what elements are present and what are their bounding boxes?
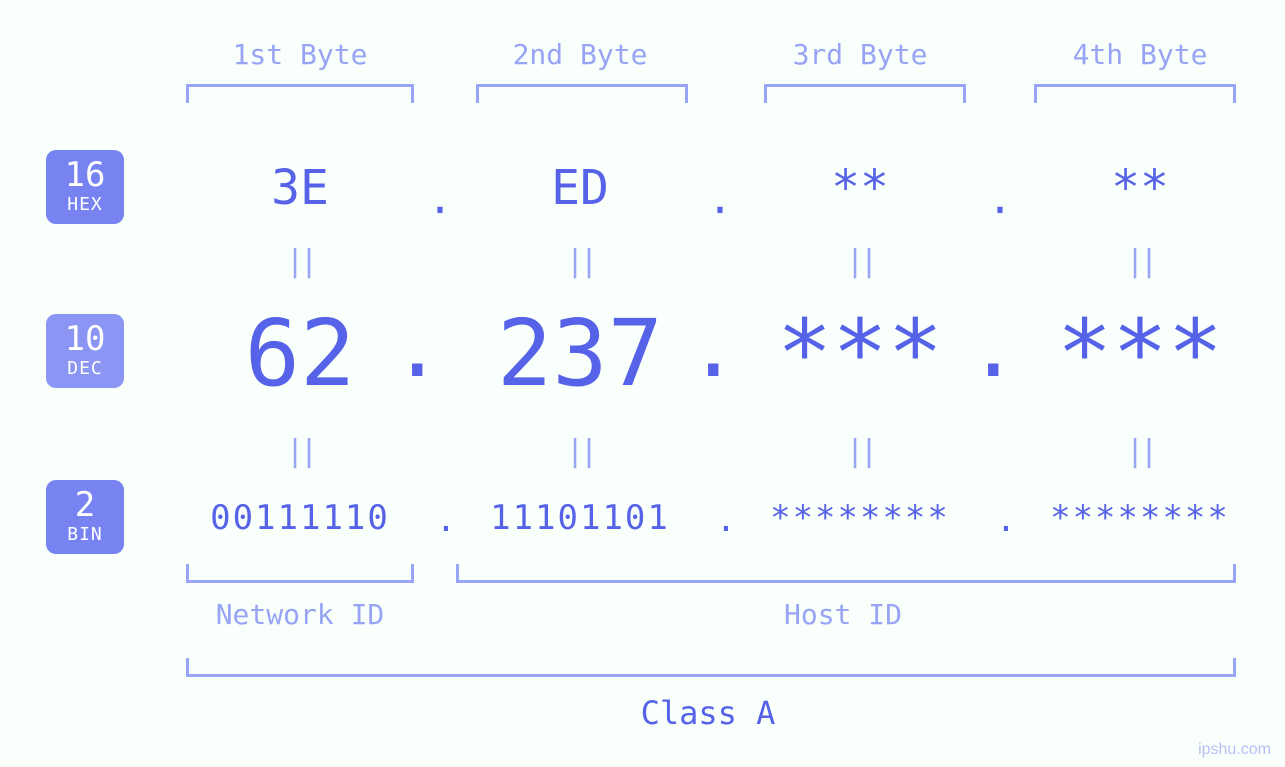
badge-hex-label: HEX [46,192,124,215]
badge-bin: 2 BIN [46,480,124,554]
badge-dec: 10 DEC [46,314,124,388]
badge-dec-label: DEC [46,356,124,379]
bin-byte-4: ******** [1010,498,1270,538]
ip-bytes-diagram: 1st Byte 2nd Byte 3rd Byte 4th Byte 16 H… [0,0,1285,767]
label-network-id: Network ID [180,598,420,631]
hex-byte-1: 3E [180,160,420,216]
eq-1b: || [280,434,320,469]
eq-3b: || [840,434,880,469]
bracket-host-id [456,564,1236,583]
dot-dec-2: . [688,298,728,396]
dec-byte-2: 237 [450,300,710,407]
dot-hex-3: . [980,174,1020,223]
dot-dec-3: . [968,298,1008,396]
byte-header-4: 4th Byte [1020,38,1260,71]
bracket-byte-2 [476,84,688,103]
badge-bin-label: BIN [46,522,124,545]
label-class: Class A [186,694,1230,732]
bin-byte-2: 11101101 [450,498,710,538]
byte-header-3: 3rd Byte [740,38,980,71]
dec-byte-4: *** [1010,300,1270,407]
badge-hex: 16 HEX [46,150,124,224]
badge-bin-num: 2 [46,480,124,522]
watermark: ipshu.com [1198,741,1271,759]
byte-header-1: 1st Byte [180,38,420,71]
hex-byte-4: ** [1020,160,1260,216]
bin-byte-3: ******** [730,498,990,538]
bin-byte-1: 00111110 [170,498,430,538]
badge-hex-num: 16 [46,150,124,192]
eq-4a: || [1120,244,1160,279]
bracket-byte-4 [1034,84,1236,103]
bracket-byte-3 [764,84,966,103]
byte-header-2: 2nd Byte [460,38,700,71]
dot-hex-2: . [700,174,740,223]
dec-byte-3: *** [730,300,990,407]
eq-3a: || [840,244,880,279]
bracket-network-id [186,564,414,583]
eq-1a: || [280,244,320,279]
badge-dec-num: 10 [46,314,124,356]
bracket-byte-1 [186,84,414,103]
eq-4b: || [1120,434,1160,469]
dot-dec-1: . [392,298,432,396]
hex-byte-2: ED [460,160,700,216]
eq-2a: || [560,244,600,279]
label-host-id: Host ID [456,598,1230,631]
bracket-class [186,658,1236,677]
dot-hex-1: . [420,174,460,223]
eq-2b: || [560,434,600,469]
hex-byte-3: ** [740,160,980,216]
dec-byte-1: 62 [170,300,430,407]
